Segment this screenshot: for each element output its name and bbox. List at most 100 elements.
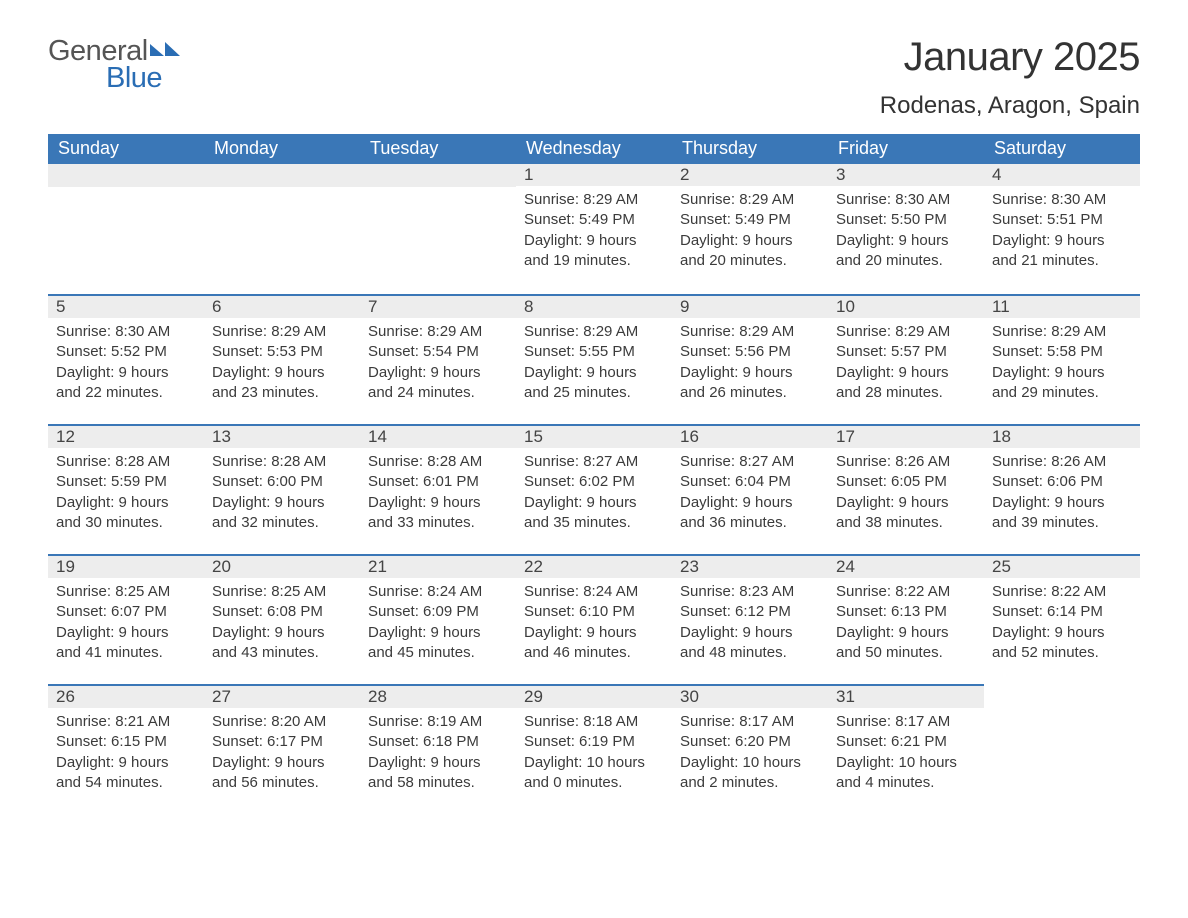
day-number-bar: 21 [360, 554, 516, 578]
day-day1-text: Daylight: 9 hours [368, 493, 516, 513]
day-sunrise-text: Sunrise: 8:27 AM [680, 452, 828, 472]
day-header: Saturday [984, 134, 1140, 164]
day-header: Sunday [48, 134, 204, 164]
day-body: Sunrise: 8:28 AMSunset: 6:00 PMDaylight:… [204, 448, 360, 533]
day-day1-text: Daylight: 9 hours [368, 363, 516, 383]
day-header: Monday [204, 134, 360, 164]
day-body: Sunrise: 8:29 AMSunset: 5:49 PMDaylight:… [672, 186, 828, 271]
calendar-day-cell: 27Sunrise: 8:20 AMSunset: 6:17 PMDayligh… [204, 684, 360, 814]
day-day2-text: and 48 minutes. [680, 643, 828, 663]
location-label: Rodenas, Aragon, Spain [880, 92, 1140, 120]
calendar-week-row: 1Sunrise: 8:29 AMSunset: 5:49 PMDaylight… [48, 164, 1140, 294]
day-sunset-text: Sunset: 5:56 PM [680, 342, 828, 362]
day-day1-text: Daylight: 9 hours [368, 623, 516, 643]
day-number-bar: 16 [672, 424, 828, 448]
day-day2-text: and 56 minutes. [212, 773, 360, 793]
calendar-week-row: 26Sunrise: 8:21 AMSunset: 6:15 PMDayligh… [48, 684, 1140, 814]
calendar-day-cell: 6Sunrise: 8:29 AMSunset: 5:53 PMDaylight… [204, 294, 360, 424]
day-day2-text: and 45 minutes. [368, 643, 516, 663]
calendar-day-cell [360, 164, 516, 294]
day-sunrise-text: Sunrise: 8:29 AM [680, 322, 828, 342]
day-sunrise-text: Sunrise: 8:30 AM [56, 322, 204, 342]
calendar-day-cell [984, 684, 1140, 814]
logo-text-blue: Blue [106, 62, 180, 95]
calendar-day-cell: 14Sunrise: 8:28 AMSunset: 6:01 PMDayligh… [360, 424, 516, 554]
day-body: Sunrise: 8:24 AMSunset: 6:10 PMDaylight:… [516, 578, 672, 663]
calendar-day-cell: 16Sunrise: 8:27 AMSunset: 6:04 PMDayligh… [672, 424, 828, 554]
day-number-bar-blank [204, 164, 360, 187]
day-day1-text: Daylight: 9 hours [212, 623, 360, 643]
day-day1-text: Daylight: 9 hours [680, 623, 828, 643]
calendar-day-cell: 11Sunrise: 8:29 AMSunset: 5:58 PMDayligh… [984, 294, 1140, 424]
day-body: Sunrise: 8:30 AMSunset: 5:50 PMDaylight:… [828, 186, 984, 271]
day-body: Sunrise: 8:29 AMSunset: 5:55 PMDaylight:… [516, 318, 672, 403]
day-sunset-text: Sunset: 5:50 PM [836, 210, 984, 230]
calendar-day-cell: 7Sunrise: 8:29 AMSunset: 5:54 PMDaylight… [360, 294, 516, 424]
day-sunset-text: Sunset: 5:58 PM [992, 342, 1140, 362]
day-day2-text: and 20 minutes. [680, 251, 828, 271]
day-body: Sunrise: 8:29 AMSunset: 5:53 PMDaylight:… [204, 318, 360, 403]
day-number-bar: 4 [984, 164, 1140, 186]
day-body: Sunrise: 8:22 AMSunset: 6:14 PMDaylight:… [984, 578, 1140, 663]
day-body: Sunrise: 8:25 AMSunset: 6:07 PMDaylight:… [48, 578, 204, 663]
day-number-bar: 10 [828, 294, 984, 318]
calendar-day-cell: 31Sunrise: 8:17 AMSunset: 6:21 PMDayligh… [828, 684, 984, 814]
day-day2-text: and 25 minutes. [524, 383, 672, 403]
day-sunrise-text: Sunrise: 8:29 AM [836, 322, 984, 342]
day-number-bar: 20 [204, 554, 360, 578]
day-sunset-text: Sunset: 6:19 PM [524, 732, 672, 752]
day-body: Sunrise: 8:29 AMSunset: 5:56 PMDaylight:… [672, 318, 828, 403]
day-day2-text: and 54 minutes. [56, 773, 204, 793]
calendar-day-cell: 1Sunrise: 8:29 AMSunset: 5:49 PMDaylight… [516, 164, 672, 294]
day-day2-text: and 28 minutes. [836, 383, 984, 403]
day-body: Sunrise: 8:29 AMSunset: 5:57 PMDaylight:… [828, 318, 984, 403]
day-sunrise-text: Sunrise: 8:29 AM [992, 322, 1140, 342]
day-day1-text: Daylight: 9 hours [680, 231, 828, 251]
day-day1-text: Daylight: 9 hours [56, 363, 204, 383]
day-day2-text: and 39 minutes. [992, 513, 1140, 533]
day-body: Sunrise: 8:26 AMSunset: 6:06 PMDaylight:… [984, 448, 1140, 533]
day-sunset-text: Sunset: 6:08 PM [212, 602, 360, 622]
day-sunset-text: Sunset: 6:13 PM [836, 602, 984, 622]
day-day1-text: Daylight: 9 hours [368, 753, 516, 773]
day-number-bar: 11 [984, 294, 1140, 318]
day-header: Tuesday [360, 134, 516, 164]
day-sunrise-text: Sunrise: 8:22 AM [836, 582, 984, 602]
day-day2-text: and 46 minutes. [524, 643, 672, 663]
day-sunset-text: Sunset: 6:07 PM [56, 602, 204, 622]
day-body: Sunrise: 8:18 AMSunset: 6:19 PMDaylight:… [516, 708, 672, 793]
day-day1-text: Daylight: 9 hours [992, 363, 1140, 383]
day-sunrise-text: Sunrise: 8:29 AM [524, 322, 672, 342]
title-block: January 2025 Rodenas, Aragon, Spain [880, 35, 1140, 120]
day-day1-text: Daylight: 10 hours [680, 753, 828, 773]
day-body: Sunrise: 8:26 AMSunset: 6:05 PMDaylight:… [828, 448, 984, 533]
day-day1-text: Daylight: 9 hours [992, 231, 1140, 251]
day-body: Sunrise: 8:24 AMSunset: 6:09 PMDaylight:… [360, 578, 516, 663]
day-number-bar: 8 [516, 294, 672, 318]
day-number-bar: 29 [516, 684, 672, 708]
day-day2-text: and 20 minutes. [836, 251, 984, 271]
day-sunset-text: Sunset: 5:53 PM [212, 342, 360, 362]
calendar-day-cell: 24Sunrise: 8:22 AMSunset: 6:13 PMDayligh… [828, 554, 984, 684]
calendar-day-cell: 29Sunrise: 8:18 AMSunset: 6:19 PMDayligh… [516, 684, 672, 814]
day-number-bar: 19 [48, 554, 204, 578]
day-body: Sunrise: 8:29 AMSunset: 5:58 PMDaylight:… [984, 318, 1140, 403]
day-body: Sunrise: 8:17 AMSunset: 6:20 PMDaylight:… [672, 708, 828, 793]
header: General Blue January 2025 Rodenas, Arago… [48, 35, 1140, 120]
day-sunset-text: Sunset: 6:12 PM [680, 602, 828, 622]
day-day1-text: Daylight: 9 hours [56, 493, 204, 513]
day-day1-text: Daylight: 9 hours [836, 493, 984, 513]
day-day2-text: and 21 minutes. [992, 251, 1140, 271]
day-body: Sunrise: 8:27 AMSunset: 6:04 PMDaylight:… [672, 448, 828, 533]
day-day2-text: and 41 minutes. [56, 643, 204, 663]
day-sunrise-text: Sunrise: 8:24 AM [524, 582, 672, 602]
day-day2-text: and 50 minutes. [836, 643, 984, 663]
day-sunset-text: Sunset: 6:20 PM [680, 732, 828, 752]
day-body: Sunrise: 8:17 AMSunset: 6:21 PMDaylight:… [828, 708, 984, 793]
day-sunset-text: Sunset: 5:54 PM [368, 342, 516, 362]
day-number-bar: 9 [672, 294, 828, 318]
day-number-bar: 26 [48, 684, 204, 708]
day-sunset-text: Sunset: 6:14 PM [992, 602, 1140, 622]
day-number-bar: 25 [984, 554, 1140, 578]
day-day2-text: and 30 minutes. [56, 513, 204, 533]
